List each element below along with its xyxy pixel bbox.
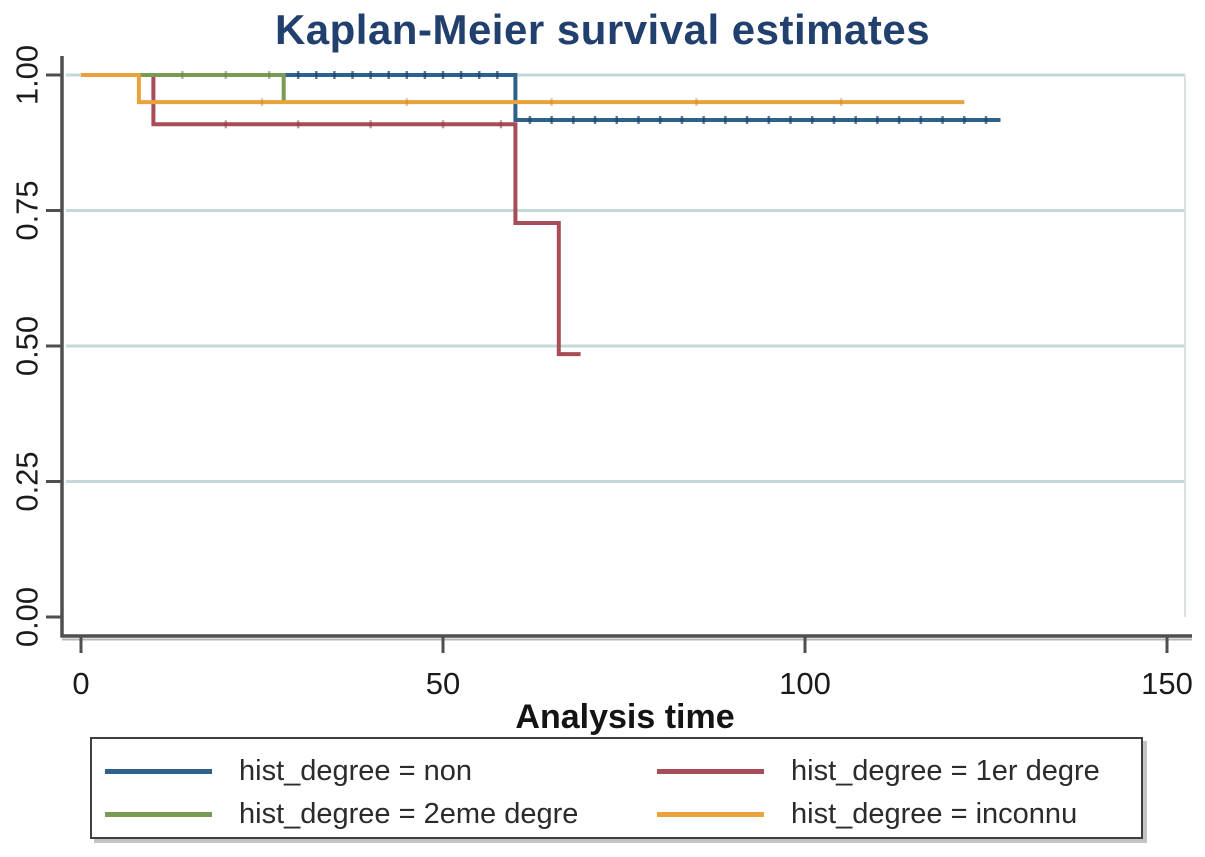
- x-axis-label: Analysis time: [515, 698, 735, 736]
- y-tick-label: 0.00: [10, 587, 45, 647]
- legend-label: hist_degree = 1er degre: [791, 755, 1100, 787]
- survival-curve-1er-degre: [81, 73, 581, 357]
- legend-swatch-1er-degre: [657, 769, 764, 774]
- survival-curve-inconnu: [81, 73, 965, 105]
- x-tick-label: 0: [72, 666, 89, 701]
- legend-row: hist_degree = non hist_degree = 1er degr…: [105, 750, 1141, 793]
- y-tick-label: 0.75: [10, 180, 45, 240]
- x-tick-label: 100: [779, 666, 831, 701]
- legend-label: hist_degree = 2eme degre: [239, 798, 579, 830]
- legend: hist_degree = non hist_degree = 1er degr…: [90, 737, 1143, 839]
- y-tick-label: 0.25: [10, 451, 45, 511]
- y-tick-label: 0.50: [10, 316, 45, 376]
- survival-curve-non: [81, 73, 1001, 122]
- legend-swatch-inconnu: [657, 812, 764, 817]
- legend-label: hist_degree = non: [239, 755, 472, 787]
- legend-entry-2eme-degre: hist_degree = 2eme degre: [105, 798, 657, 831]
- x-tick-label: 50: [426, 666, 460, 701]
- legend-row: hist_degree = 2eme degre hist_degree = i…: [105, 793, 1141, 836]
- survival-curve-2eme-degre: [81, 73, 286, 103]
- legend-label: hist_degree = inconnu: [791, 798, 1078, 830]
- chart-title: Kaplan-Meier survival estimates: [274, 6, 931, 53]
- y-tick-label: 1.00: [10, 45, 45, 105]
- legend-swatch-non: [105, 769, 212, 774]
- legend-swatch-2eme-degre: [105, 812, 212, 817]
- km-plot-area: 0.00 0.25 0.50 0.75 1.00 0 50 100 150: [10, 45, 1193, 701]
- x-tick-label: 150: [1141, 666, 1193, 701]
- legend-entry-inconnu: hist_degree = inconnu: [657, 798, 1077, 831]
- legend-entry-1er-degre: hist_degree = 1er degre: [657, 755, 1100, 788]
- legend-entry-non: hist_degree = non: [105, 755, 657, 788]
